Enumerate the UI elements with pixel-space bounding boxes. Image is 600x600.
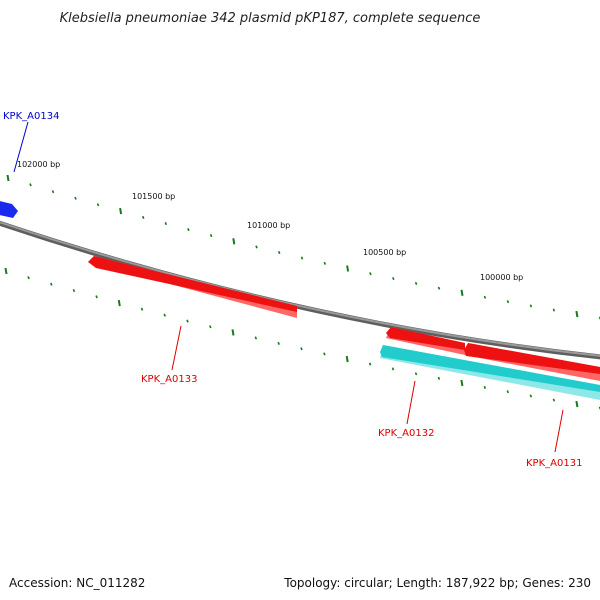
outer-tick — [506, 300, 510, 304]
outer-tick — [414, 281, 418, 285]
gene-kpk-a0131[interactable] — [464, 343, 600, 381]
inner-tick — [414, 372, 418, 376]
gene-arrow — [380, 345, 600, 392]
outer-tick — [141, 215, 145, 219]
gene-label-kpk-a0132[interactable]: KPK_A0132 — [378, 428, 434, 439]
position-label-102000: 102000 bp — [17, 160, 60, 169]
inner-tick — [163, 313, 166, 317]
inner-tick — [300, 347, 303, 351]
inner-tick — [345, 355, 349, 363]
outer-tick — [232, 238, 236, 245]
inner-tick — [437, 376, 441, 380]
outer-tick — [392, 277, 395, 281]
outer-tick — [552, 308, 556, 312]
inner-tick — [483, 385, 487, 389]
outer-tick — [74, 196, 77, 200]
outer-tick — [483, 295, 487, 299]
inner-tick — [209, 325, 212, 329]
leader-line-kpk-a0133 — [171, 325, 182, 371]
outer-tick — [119, 207, 123, 215]
position-label-100000: 100000 bp — [480, 273, 523, 282]
inner-tick — [140, 307, 144, 311]
inner-tick — [72, 289, 76, 293]
outer-tick — [346, 265, 350, 272]
gene-kpk-a0132[interactable] — [380, 345, 600, 400]
gene-kpk-a0132-red[interactable] — [386, 327, 465, 355]
inner-tick — [186, 319, 189, 323]
outer-tick — [164, 222, 168, 226]
position-label-101500: 101500 bp — [132, 192, 175, 201]
inner-tick — [323, 352, 326, 356]
outer-tick — [323, 261, 327, 265]
inner-tick — [50, 282, 53, 286]
outer-tick — [300, 256, 304, 260]
map-title: Klebsiella pneumoniae 342 plasmid pKP187… — [60, 11, 481, 26]
inner-tick — [368, 362, 372, 366]
outer-tick — [51, 190, 55, 194]
backbone — [0, 221, 600, 357]
inner-tick — [506, 390, 510, 394]
gene-arrow — [0, 201, 18, 218]
leader-line-kpk-a0131 — [554, 409, 564, 453]
outer-tick — [187, 228, 190, 232]
inner-tick — [575, 400, 579, 408]
outer-tick — [369, 272, 372, 276]
gene-label-kpk-a0134[interactable]: KPK_A0134 — [3, 111, 59, 122]
gene-arrow — [386, 327, 465, 350]
accession-text: Accession: NC_011282 — [9, 576, 145, 590]
gene-kpk-a0134[interactable] — [0, 200, 18, 218]
outer-tick — [96, 203, 100, 207]
backbone-shadow — [0, 220, 600, 360]
inner-tick — [552, 398, 556, 402]
gene-arrow — [464, 343, 600, 374]
outer-tick — [277, 251, 281, 255]
inner-tick — [391, 367, 395, 371]
outer-tick — [29, 183, 32, 187]
inner-tick — [277, 341, 280, 345]
outer-tick — [575, 310, 579, 318]
inner-tick — [117, 299, 121, 307]
inner-tick — [4, 267, 8, 275]
inner-tick — [95, 295, 98, 299]
inner-tick — [231, 329, 235, 336]
tick-marks — [4, 174, 600, 410]
inner-tick — [254, 336, 258, 340]
outer-tick — [460, 289, 464, 296]
inner-tick — [460, 379, 464, 387]
leader-line-kpk-a0134 — [13, 121, 29, 173]
gene-kpk-a0133[interactable] — [88, 256, 297, 318]
summary-text: Topology: circular; Length: 187,922 bp; … — [283, 576, 591, 590]
leader-line-kpk-a0132 — [406, 380, 416, 425]
outer-tick — [437, 286, 441, 290]
outer-tick — [209, 234, 213, 238]
gene-label-kpk-a0133[interactable]: KPK_A0133 — [141, 374, 197, 385]
position-label-101000: 101000 bp — [247, 221, 290, 230]
inner-tick — [529, 394, 533, 398]
outer-tick — [255, 245, 258, 249]
gene-arrow — [88, 256, 297, 312]
gene-label-kpk-a0131[interactable]: KPK_A0131 — [526, 458, 582, 469]
inner-tick — [27, 276, 30, 280]
outer-tick — [529, 304, 533, 308]
position-label-100500: 100500 bp — [363, 248, 406, 257]
outer-tick — [6, 174, 10, 182]
